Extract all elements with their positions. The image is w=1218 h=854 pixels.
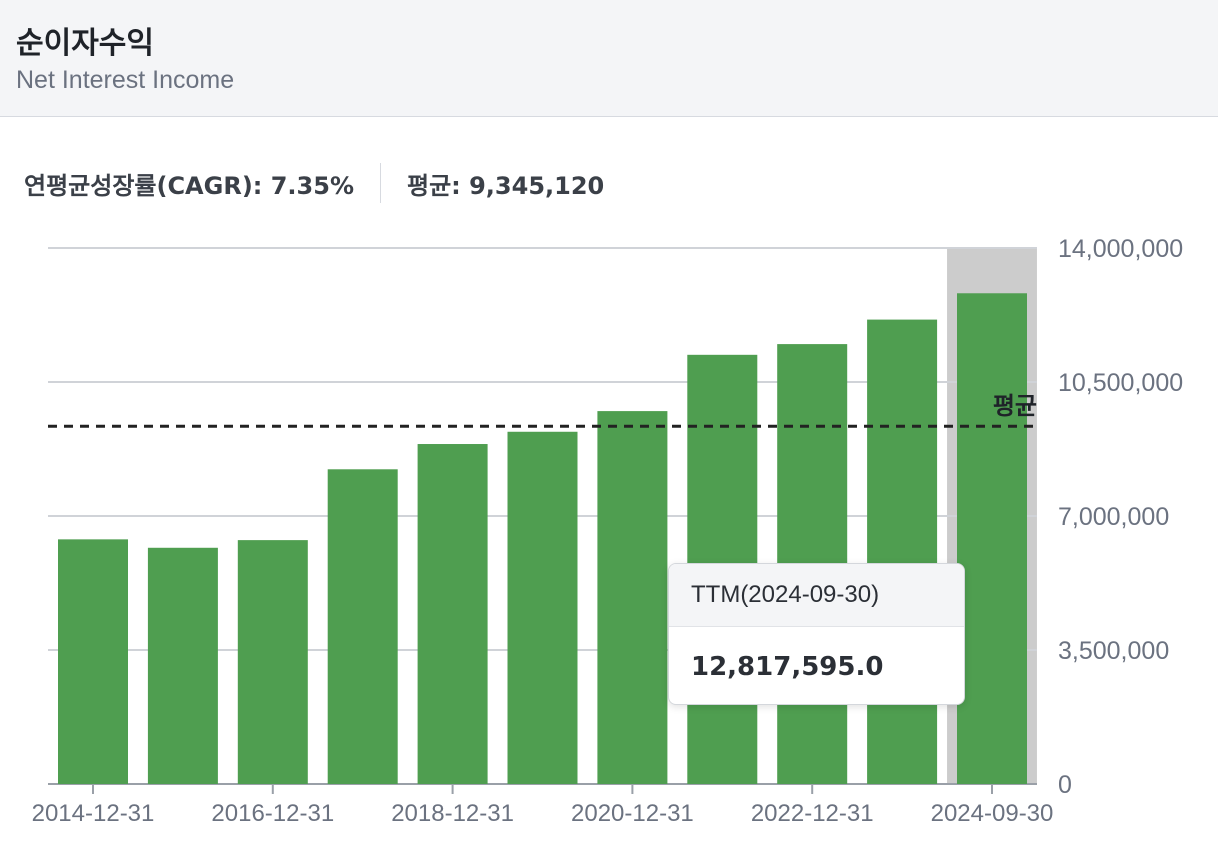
- cagr-stat: 연평균성장률(CAGR): 7.35%: [24, 171, 354, 200]
- stats-bar: 연평균성장률(CAGR): 7.35% 평균: 9,345,120: [24, 163, 604, 203]
- tooltip-value: 12,817,595.0: [691, 652, 884, 682]
- x-tick-label: 2020-12-31: [571, 800, 694, 827]
- chart-title: 순이자수익: [16, 26, 154, 61]
- chart-header: 순이자수익 Net Interest Income: [0, 0, 1218, 117]
- bar-2014-12-31[interactable]: [58, 539, 128, 784]
- average-stat: 평균: 9,345,120: [407, 171, 605, 200]
- x-tick-label: 2024-09-30: [931, 800, 1054, 827]
- bar-2023-12-31[interactable]: [867, 319, 938, 784]
- bar-2024-09-30[interactable]: [957, 293, 1027, 784]
- y-tick-label: 10,500,000: [1058, 369, 1183, 397]
- tooltip-label: TTM(2024-09-30): [669, 564, 964, 627]
- x-tick-label: 2018-12-31: [391, 800, 514, 827]
- chart-tooltip: TTM(2024-09-30) 12,817,595.0: [668, 563, 965, 705]
- bar-2017-12-31[interactable]: [327, 469, 398, 784]
- y-tick-label: 7,000,000: [1058, 503, 1169, 531]
- bar-2019-12-31[interactable]: [507, 431, 578, 784]
- y-tick-label: 14,000,000: [1058, 235, 1183, 263]
- x-tick-label: 2014-12-31: [32, 800, 155, 827]
- y-tick-label: 0: [1058, 771, 1072, 799]
- x-tick-label: 2016-12-31: [211, 800, 334, 827]
- bar-2020-12-31[interactable]: [597, 411, 668, 784]
- chart-subtitle: Net Interest Income: [16, 66, 235, 94]
- bar-2016-12-31[interactable]: [237, 540, 308, 784]
- bar-2018-12-31[interactable]: [417, 444, 488, 784]
- bar-2015-12-31[interactable]: [147, 547, 218, 784]
- x-tick-label: 2022-12-31: [751, 800, 874, 827]
- stats-divider: [380, 163, 381, 203]
- average-line-label: 평균: [993, 392, 1037, 420]
- y-tick-label: 3,500,000: [1058, 637, 1169, 665]
